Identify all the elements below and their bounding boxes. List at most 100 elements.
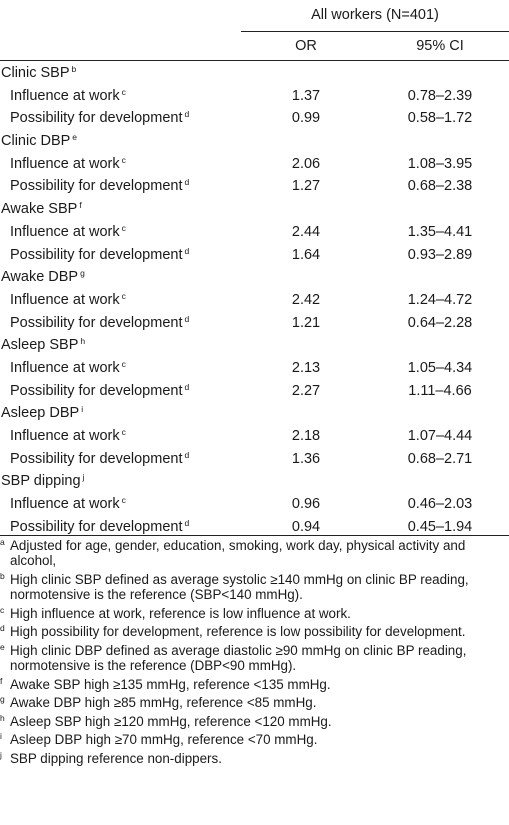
group-label: SBP dipping j (1, 470, 84, 494)
footnote-text: High clinic SBP defined as average systo… (10, 571, 469, 602)
footnote-mark: h (80, 336, 86, 347)
footnote: f Awake SBP high ≥135 mmHg, reference <13… (0, 676, 505, 692)
group-label: Clinic SBP b (1, 62, 76, 86)
label-text: Possibility for development (10, 110, 183, 127)
row-label: Influence at work c (10, 425, 126, 449)
label-text: Possibility for development (10, 450, 183, 467)
footnote-mark: c (121, 358, 126, 369)
row-label: Influence at work c (10, 221, 126, 245)
confidence-interval-cell: 1.11–4.66 (408, 382, 472, 399)
footnote-letter: h (0, 712, 5, 723)
confidence-interval-cell: 1.07–4.44 (407, 428, 473, 444)
table-row: Possibility for development d 1.27 0.68–2.3… (0, 175, 509, 198)
footnote-mark: i (81, 404, 84, 415)
table-row: Possibility for development d 2.27 1.11–4.6… (0, 380, 509, 403)
table-row: Possibility for development d 1.64 0.93–2.8… (0, 244, 509, 267)
label-text: Possibility for development (10, 314, 183, 331)
confidence-interval-cell: 1.05–4.34 (407, 359, 473, 376)
footnote-mark: d (184, 177, 190, 188)
row-label: Possibility for development d (10, 107, 189, 131)
table-group-row: Clinic DBP e (0, 130, 509, 153)
footnote: j SBP dipping reference non-dippers. (0, 750, 505, 766)
confidence-interval-cell: 1.08–3.95 (407, 155, 473, 172)
group-label: Awake SBP f (1, 198, 82, 222)
footnote-mark: d (184, 517, 190, 528)
footnote-mark: c (121, 427, 126, 437)
footnote-letter: b (0, 570, 5, 581)
footnote-letter: i (0, 731, 2, 742)
footnote-letter: a (0, 537, 5, 547)
footnote-letter: d (0, 623, 5, 634)
table-bottom-rule (0, 535, 509, 536)
odds-ratio-cell: 0.99 (291, 110, 321, 127)
row-label: Possibility for development d (10, 244, 189, 268)
group-label: Asleep SBP h (1, 334, 85, 358)
footnote-mark: c (121, 495, 126, 506)
confidence-interval-cell: 0.45–1.94 (407, 518, 473, 535)
table-row: Possibility for development d 1.21 0.64–2.2… (0, 312, 509, 335)
odds-ratio-cell: 1.21 (291, 314, 321, 331)
row-label: Possibility for development d (10, 516, 189, 540)
footnote-letter: c (0, 604, 5, 615)
footnote: h Asleep SBP high ≥120 mmHg, reference <1… (0, 712, 505, 729)
confidence-interval-cell: 1.24–4.72 (407, 291, 473, 308)
group-header: All workers (N=401) (311, 7, 439, 23)
confidence-interval-cell: 0.93–2.89 (407, 246, 473, 263)
label-text: Asleep SBP (1, 337, 79, 354)
footnote-mark: d (184, 109, 190, 120)
label-text: Clinic DBP (1, 133, 71, 150)
footnote-mark: g (80, 268, 85, 279)
table-row: Possibility for development d 1.36 0.68–2.7… (0, 448, 509, 471)
label-text: Influence at work (10, 223, 120, 240)
odds-ratio-cell: 0.94 (291, 518, 321, 535)
footnote-mark: f (79, 200, 82, 211)
label-text: SBP dipping (1, 473, 81, 490)
odds-ratio-cell: 2.18 (291, 428, 321, 444)
footnote-text: High influence at work, reference is low… (10, 605, 351, 621)
label-text: Influence at work (10, 291, 120, 308)
row-label: Possibility for development d (10, 380, 189, 404)
table-row: Influence at work c 2.44 1.35–4.41 (0, 221, 509, 244)
label-text: Possibility for development (10, 518, 183, 535)
table-group-row: SBP dipping j (0, 470, 509, 493)
odds-ratio-cell: 1.37 (291, 87, 321, 104)
table-row: Possibility for development d 0.94 0.45–1.9… (0, 516, 509, 539)
footnote: e High clinic DBP defined as average dias… (0, 642, 505, 673)
odds-ratio-cell: 2.42 (291, 291, 321, 308)
group-label: Awake DBP g (1, 266, 85, 290)
footnote-mark: d (184, 245, 190, 256)
confidence-interval-cell: 0.64–2.28 (407, 314, 473, 331)
confidence-interval-cell: 0.78–2.39 (407, 87, 473, 104)
footnote-letter: g (0, 694, 5, 705)
label-text: Awake SBP (1, 201, 78, 218)
label-text: Influence at work (10, 155, 120, 172)
table-row: Influence at work c 0.96 0.46–2.03 (0, 493, 509, 516)
footnote-mark: b (71, 64, 77, 74)
odds-ratio-cell: 1.27 (291, 178, 321, 195)
row-label: Possibility for development d (10, 175, 189, 199)
footnote-text: Asleep SBP high ≥120 mmHg, reference <12… (10, 713, 332, 729)
footnote-mark: e (72, 132, 78, 143)
footnote-mark: d (184, 381, 190, 392)
table-row: Possibility for development d 0.99 0.58–1.7… (0, 107, 509, 130)
odds-ratio-cell: 1.36 (291, 450, 321, 467)
footnote: i Asleep DBP high ≥70 mmHg, reference <70… (0, 731, 505, 747)
odds-ratio-cell: 2.27 (291, 382, 321, 399)
label-text: Asleep DBP (1, 405, 80, 422)
footnote-text: Adjusted for age, gender, education, smo… (10, 538, 466, 569)
table-row: Influence at work c 2.42 1.24–4.72 (0, 289, 509, 312)
label-text: Awake DBP (1, 269, 79, 286)
header-rule (0, 60, 509, 61)
label-text: Possibility for development (10, 246, 183, 263)
footnotes: a Adjusted for age, gender, education, sm… (0, 537, 505, 770)
odds-ratio-cell: 2.44 (291, 223, 321, 240)
table-group-row: Awake DBP g (0, 266, 509, 289)
footnote-mark: d (184, 449, 190, 460)
label-text: Influence at work (10, 359, 120, 376)
footnote-mark: c (121, 86, 126, 97)
footnote-mark: c (121, 154, 126, 165)
table-row: Influence at work c 2.13 1.05–4.34 (0, 357, 509, 380)
group-header-rule (241, 31, 509, 32)
row-label: Influence at work c (10, 493, 126, 517)
